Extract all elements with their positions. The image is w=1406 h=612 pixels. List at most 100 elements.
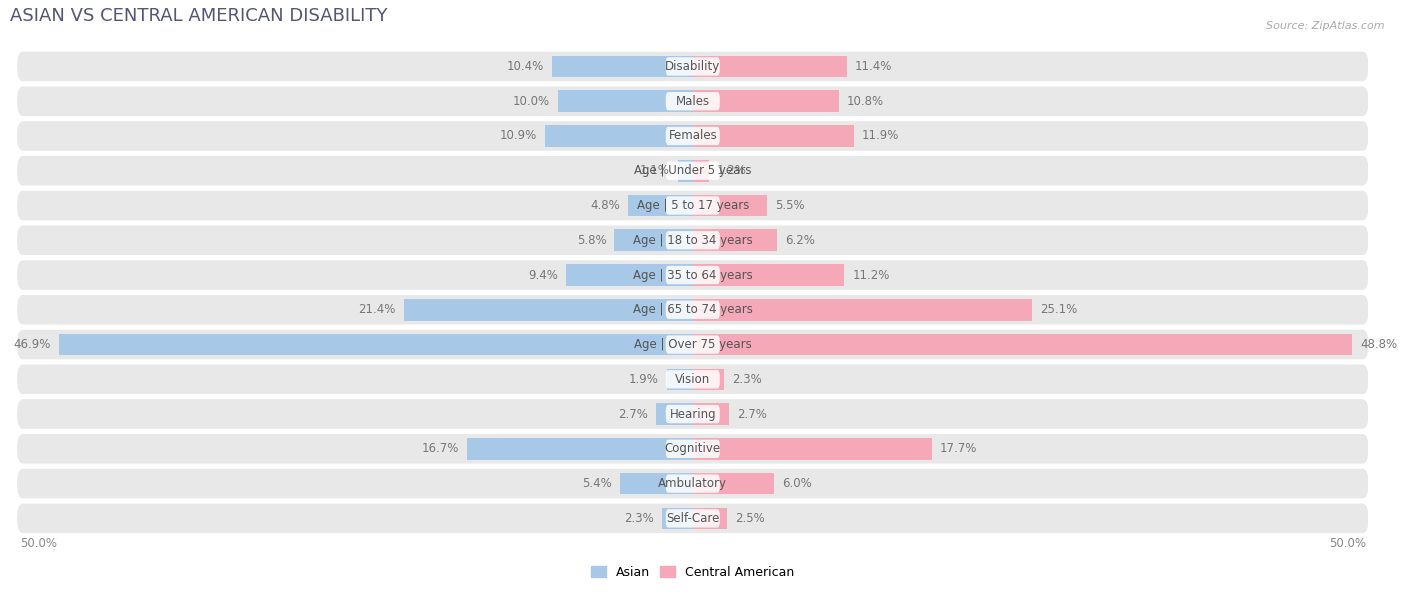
- Text: 16.7%: 16.7%: [422, 442, 458, 455]
- Text: 5.4%: 5.4%: [582, 477, 612, 490]
- Bar: [620, 473, 693, 494]
- Text: 25.1%: 25.1%: [1040, 304, 1077, 316]
- Bar: [546, 125, 693, 147]
- Bar: [693, 230, 776, 251]
- FancyBboxPatch shape: [17, 51, 1368, 81]
- FancyBboxPatch shape: [666, 231, 720, 250]
- Bar: [693, 438, 932, 460]
- Bar: [693, 125, 853, 147]
- FancyBboxPatch shape: [17, 330, 1368, 359]
- Text: 11.9%: 11.9%: [862, 130, 898, 143]
- Text: 17.7%: 17.7%: [941, 442, 977, 455]
- FancyBboxPatch shape: [17, 295, 1368, 324]
- Text: Self-Care: Self-Care: [666, 512, 720, 525]
- Text: Cognitive: Cognitive: [665, 442, 721, 455]
- FancyBboxPatch shape: [17, 156, 1368, 185]
- Bar: [693, 160, 709, 182]
- Bar: [693, 368, 724, 390]
- Text: Source: ZipAtlas.com: Source: ZipAtlas.com: [1267, 21, 1385, 31]
- Bar: [614, 230, 693, 251]
- FancyBboxPatch shape: [17, 86, 1368, 116]
- Bar: [662, 507, 693, 529]
- Bar: [693, 195, 768, 216]
- Bar: [467, 438, 693, 460]
- Text: 1.1%: 1.1%: [640, 164, 669, 177]
- Text: Age | 5 to 17 years: Age | 5 to 17 years: [637, 199, 749, 212]
- FancyBboxPatch shape: [666, 509, 720, 528]
- Text: Vision: Vision: [675, 373, 710, 386]
- Text: 50.0%: 50.0%: [20, 537, 56, 550]
- FancyBboxPatch shape: [666, 127, 720, 145]
- Text: Age | Under 5 years: Age | Under 5 years: [634, 164, 752, 177]
- FancyBboxPatch shape: [17, 121, 1368, 151]
- Bar: [693, 334, 1353, 356]
- Text: 10.8%: 10.8%: [846, 95, 884, 108]
- Text: 1.9%: 1.9%: [628, 373, 659, 386]
- Text: 9.4%: 9.4%: [527, 269, 558, 282]
- Bar: [666, 368, 693, 390]
- Legend: Asian, Central American: Asian, Central American: [586, 561, 800, 583]
- Text: 5.8%: 5.8%: [576, 234, 606, 247]
- Bar: [693, 403, 730, 425]
- Text: 10.9%: 10.9%: [501, 130, 537, 143]
- FancyBboxPatch shape: [17, 225, 1368, 255]
- Text: 10.4%: 10.4%: [508, 60, 544, 73]
- Text: 2.5%: 2.5%: [735, 512, 765, 525]
- FancyBboxPatch shape: [666, 196, 720, 215]
- Bar: [59, 334, 693, 356]
- Text: 46.9%: 46.9%: [14, 338, 51, 351]
- Text: 11.4%: 11.4%: [855, 60, 893, 73]
- Text: Females: Females: [668, 130, 717, 143]
- Text: Hearing: Hearing: [669, 408, 716, 420]
- FancyBboxPatch shape: [666, 266, 720, 284]
- FancyBboxPatch shape: [17, 434, 1368, 464]
- Text: Age | 65 to 74 years: Age | 65 to 74 years: [633, 304, 752, 316]
- Text: 10.0%: 10.0%: [512, 95, 550, 108]
- FancyBboxPatch shape: [666, 335, 720, 354]
- Text: 6.0%: 6.0%: [782, 477, 811, 490]
- Text: 5.5%: 5.5%: [775, 199, 804, 212]
- Text: Age | 35 to 64 years: Age | 35 to 64 years: [633, 269, 752, 282]
- Bar: [404, 299, 693, 321]
- Bar: [657, 403, 693, 425]
- FancyBboxPatch shape: [666, 405, 720, 424]
- FancyBboxPatch shape: [17, 260, 1368, 290]
- Text: 2.3%: 2.3%: [624, 512, 654, 525]
- Bar: [693, 91, 839, 112]
- FancyBboxPatch shape: [666, 370, 720, 389]
- Bar: [693, 299, 1032, 321]
- Text: 48.8%: 48.8%: [1361, 338, 1398, 351]
- Text: Age | Over 75 years: Age | Over 75 years: [634, 338, 752, 351]
- FancyBboxPatch shape: [17, 191, 1368, 220]
- FancyBboxPatch shape: [17, 469, 1368, 498]
- Bar: [565, 264, 693, 286]
- Text: 4.8%: 4.8%: [591, 199, 620, 212]
- Text: 11.2%: 11.2%: [852, 269, 890, 282]
- Text: 2.3%: 2.3%: [733, 373, 762, 386]
- Text: Ambulatory: Ambulatory: [658, 477, 727, 490]
- Text: 21.4%: 21.4%: [359, 304, 395, 316]
- FancyBboxPatch shape: [17, 504, 1368, 533]
- Text: ASIAN VS CENTRAL AMERICAN DISABILITY: ASIAN VS CENTRAL AMERICAN DISABILITY: [10, 7, 388, 25]
- Text: 1.2%: 1.2%: [717, 164, 747, 177]
- Text: 2.7%: 2.7%: [619, 408, 648, 420]
- Text: 2.7%: 2.7%: [737, 408, 768, 420]
- Bar: [628, 195, 693, 216]
- Bar: [553, 56, 693, 77]
- FancyBboxPatch shape: [666, 162, 720, 180]
- Bar: [678, 160, 693, 182]
- Bar: [558, 91, 693, 112]
- FancyBboxPatch shape: [17, 365, 1368, 394]
- FancyBboxPatch shape: [666, 300, 720, 319]
- Bar: [693, 473, 773, 494]
- Text: 50.0%: 50.0%: [1329, 537, 1365, 550]
- Bar: [693, 507, 727, 529]
- Bar: [693, 56, 846, 77]
- Text: 6.2%: 6.2%: [785, 234, 814, 247]
- FancyBboxPatch shape: [17, 399, 1368, 429]
- Text: Disability: Disability: [665, 60, 720, 73]
- Bar: [693, 264, 844, 286]
- Text: Males: Males: [676, 95, 710, 108]
- FancyBboxPatch shape: [666, 92, 720, 110]
- Text: Age | 18 to 34 years: Age | 18 to 34 years: [633, 234, 752, 247]
